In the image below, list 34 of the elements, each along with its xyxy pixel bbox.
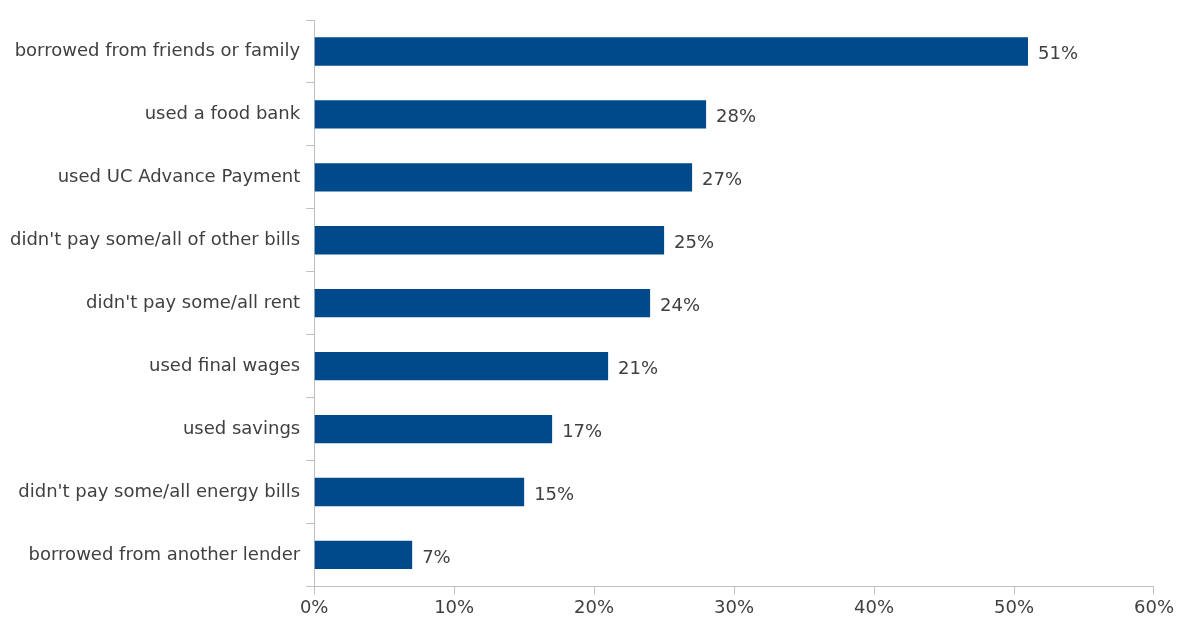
y-tick-label: didn't pay some/all energy bills — [18, 479, 301, 501]
bar — [314, 37, 1029, 66]
data-label: 15% — [534, 482, 575, 504]
x-tick-label: 60% — [1133, 595, 1174, 617]
bar — [314, 477, 525, 507]
bar — [314, 289, 651, 318]
y-tick-label: borrowed from another lender — [28, 542, 301, 564]
y-tick-label: used UC Advance Payment — [57, 165, 301, 187]
bar — [314, 100, 707, 129]
data-label: 7% — [422, 545, 451, 567]
bar — [314, 226, 665, 255]
bar — [314, 163, 693, 192]
data-label: 28% — [716, 105, 757, 127]
data-label: 25% — [674, 230, 715, 252]
y-tick-label: used final wages — [149, 353, 301, 375]
data-label: 27% — [702, 168, 743, 190]
y-tick-label: used a food bank — [144, 102, 301, 124]
y-tick-label: didn't pay some/all rent — [86, 290, 301, 312]
y-tick-label: didn't pay some/all of other bills — [9, 227, 301, 249]
data-label: 21% — [618, 356, 659, 378]
bar — [314, 414, 553, 444]
y-tick-label: used savings — [182, 416, 301, 438]
x-tick-label: 50% — [994, 595, 1035, 617]
y-tick-label: borrowed from friends or family — [14, 39, 301, 61]
bar — [314, 540, 413, 570]
x-tick-label: 20% — [574, 595, 615, 617]
data-label: 24% — [660, 293, 701, 315]
x-tick-label: 40% — [854, 595, 895, 617]
bar — [314, 351, 609, 381]
data-label: 51% — [1038, 42, 1079, 64]
x-tick-label: 10% — [434, 595, 475, 617]
data-label: 17% — [562, 419, 603, 441]
x-tick-label: 0% — [299, 595, 329, 617]
x-tick-label: 30% — [714, 595, 755, 617]
